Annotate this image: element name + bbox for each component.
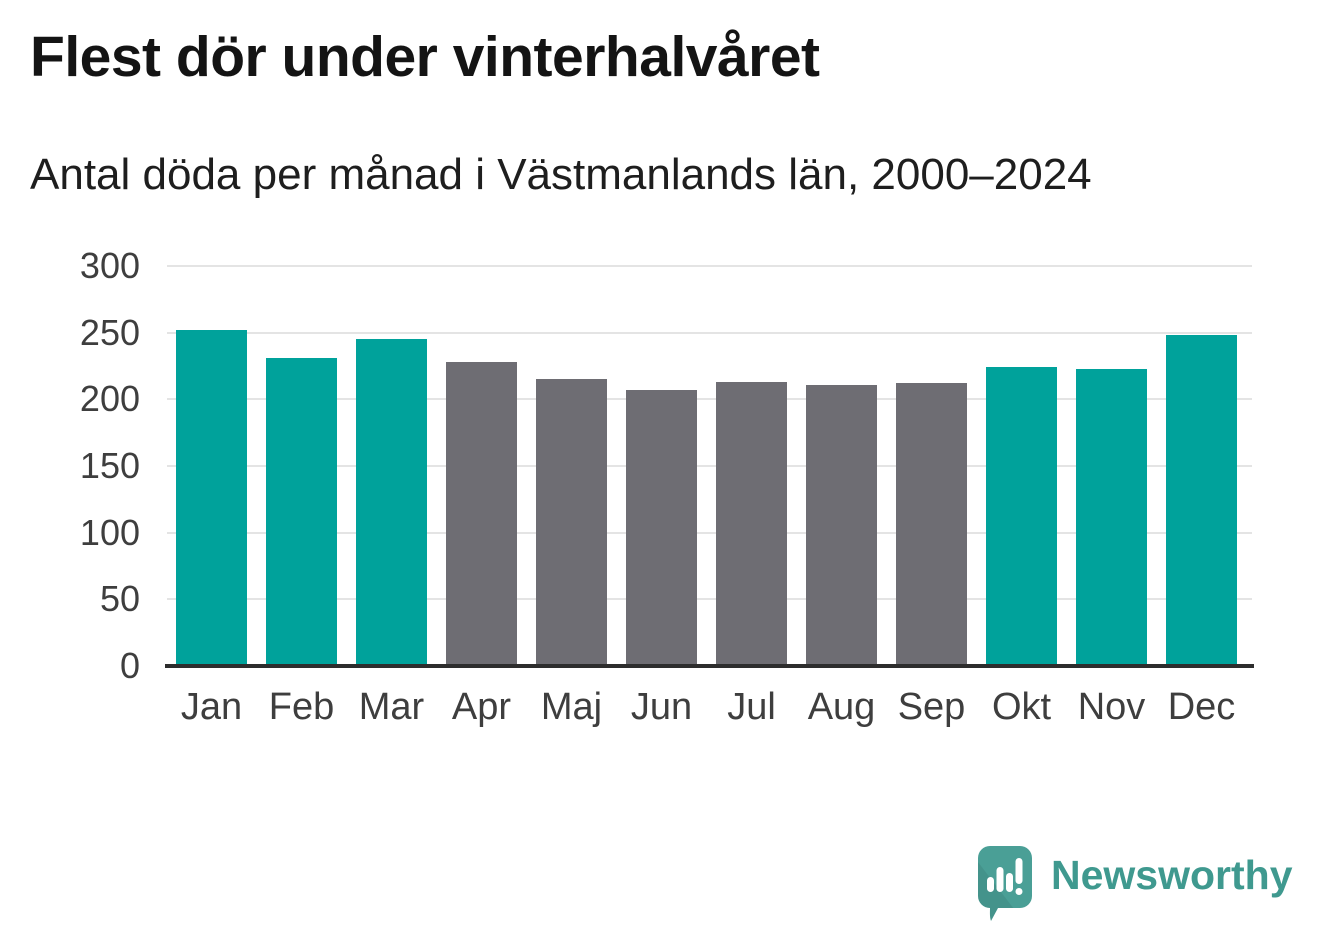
x-tick-label-mar: Mar [358,686,425,728]
x-tick-label-feb: Feb [268,686,335,728]
x-tick-label-jan: Jan [180,686,243,728]
brand-footer: Newsworthy [978,846,1293,922]
bar-feb [266,358,337,666]
bar-sep [896,383,967,666]
x-axis-line [165,664,1254,668]
gridline-150 [167,465,1252,467]
bar-dec [1166,335,1237,666]
bar-jun [626,390,697,666]
y-tick-label-0: 0 [119,645,140,686]
x-tick-label-okt: Okt [991,686,1052,728]
x-tick-label-sep: Sep [897,686,966,728]
gridline-250 [167,331,1252,334]
brand-name: Newsworthy [1051,852,1293,898]
x-tick-label-dec: Dec [1167,686,1236,728]
bar-maj [536,379,607,666]
gridline-100 [167,531,1252,534]
bar-jan [176,330,247,666]
gridline-200 [167,398,1252,401]
bar-aug [806,385,877,666]
bar-mar [356,339,427,666]
bar-apr [446,362,517,666]
x-tick-label-aug: Aug [807,686,876,728]
newsworthy-logo-icon [978,846,1032,921]
plot-area [165,265,1254,668]
gridline-300 [167,265,1252,267]
x-tick-label-nov: Nov [1077,686,1146,728]
chart-title: Flest dör under vinterhalvåret [30,25,820,89]
x-tick-label-jun: Jun [630,686,693,728]
y-tick-label-50: 50 [99,578,140,620]
y-tick-label-150: 150 [79,445,140,486]
x-tick-label-apr: Apr [451,686,512,728]
y-tick-label-200: 200 [79,378,140,420]
gridline-50 [167,598,1252,601]
bar-nov [1076,369,1147,666]
bar-okt [986,367,1057,666]
bar-jul [716,382,787,666]
y-tick-label-100: 100 [79,511,140,553]
chart-subtitle: Antal döda per månad i Västmanlands län,… [30,150,1092,199]
x-tick-label-jul: Jul [727,686,776,728]
y-tick-label-250: 250 [79,311,140,353]
x-tick-label-maj: Maj [540,686,603,728]
y-tick-label-300: 300 [79,245,140,286]
